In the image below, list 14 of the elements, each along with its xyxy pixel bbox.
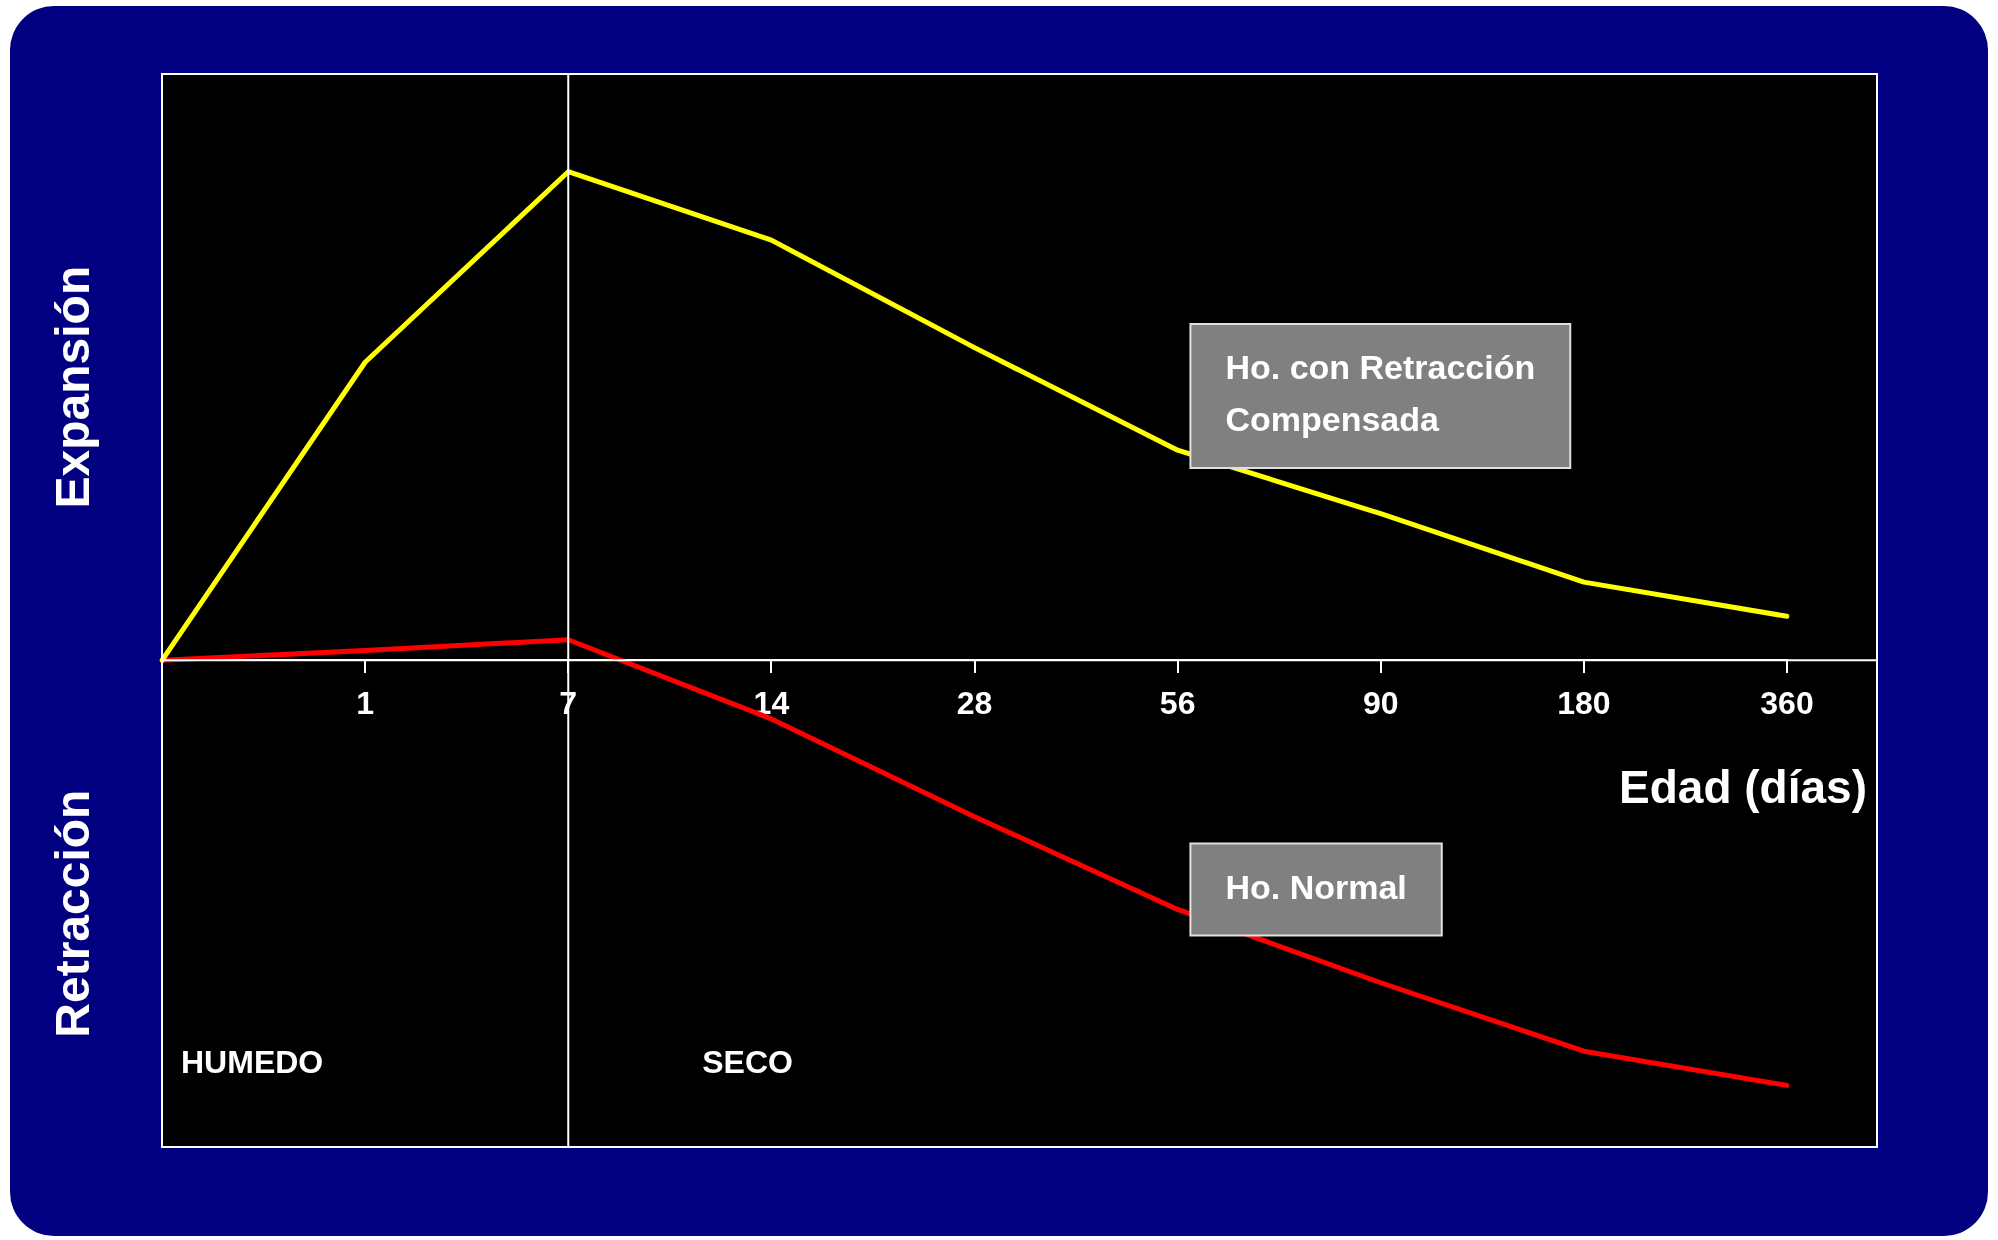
series-label: Ho. Normal: [1225, 867, 1407, 906]
x-tick-label: 14: [753, 685, 790, 722]
x-axis-title: Edad (días): [1619, 760, 1867, 813]
x-tick-label: 28: [956, 685, 993, 722]
x-tick-label: 360: [1760, 685, 1814, 722]
x-tick-label: 56: [1159, 685, 1196, 722]
annotation: HUMEDO: [181, 1043, 324, 1080]
text: Retracción: [46, 789, 100, 1038]
x-tick-label: 180: [1557, 685, 1611, 722]
text: Expansión: [46, 265, 100, 509]
series-label: Ho. con Retracción Compensada: [1225, 348, 1536, 439]
x-tick-label: 1: [356, 685, 375, 722]
x-tick-label: 90: [1362, 685, 1399, 722]
annotation: SECO: [702, 1043, 793, 1080]
